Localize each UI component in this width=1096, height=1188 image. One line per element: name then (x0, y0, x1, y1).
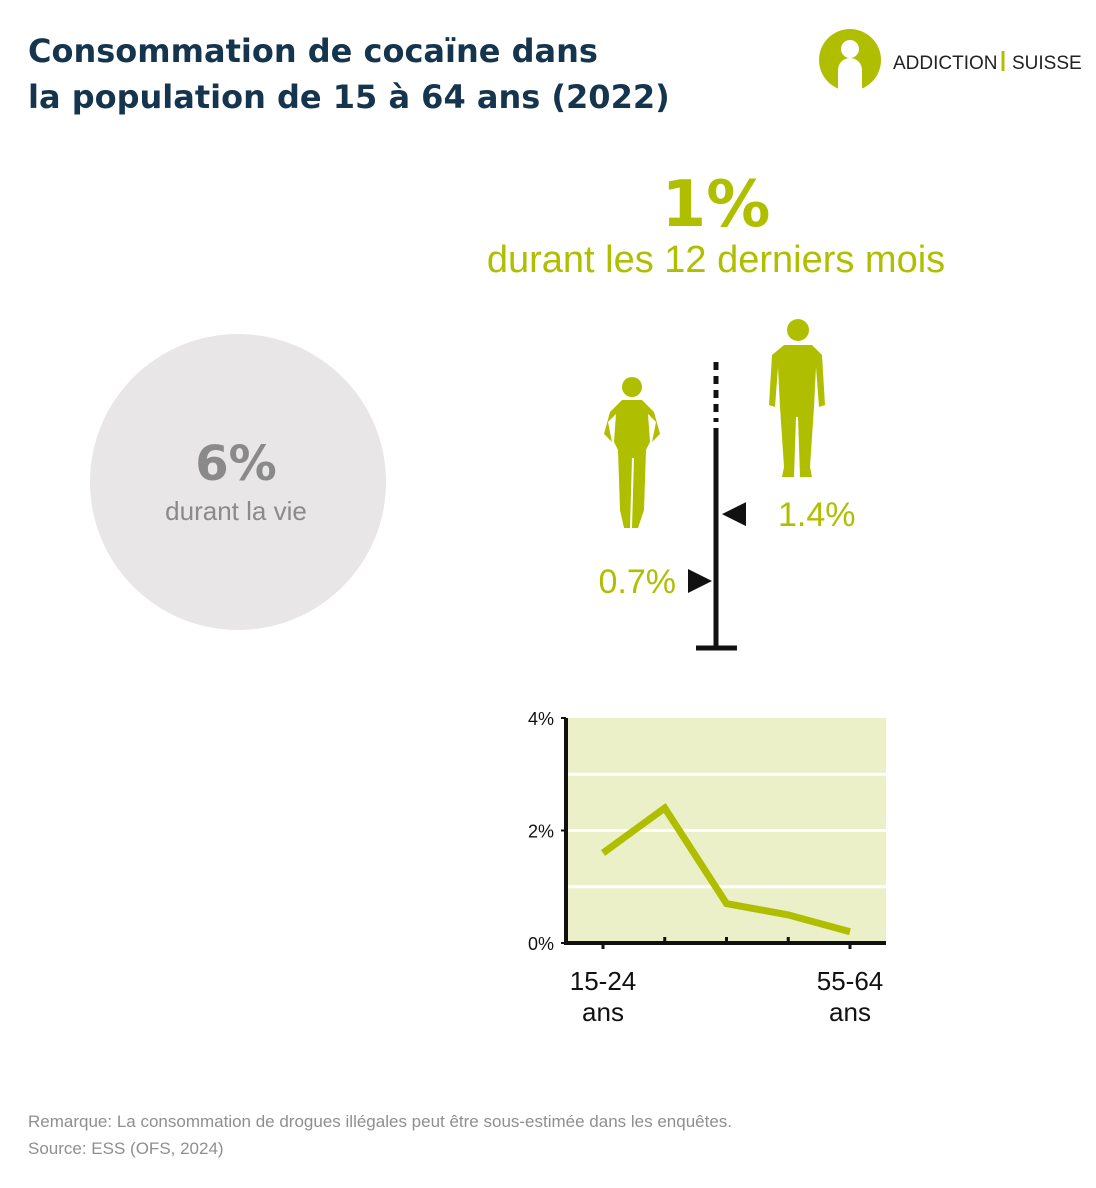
logo: ADDICTION SUISSE (819, 29, 1082, 92)
woman-icon (604, 377, 660, 528)
stat-label: durant la vie (165, 496, 307, 526)
logo-text: SUISSE (1012, 53, 1082, 74)
value-label: 1.4% (778, 496, 856, 534)
lifetime-circle (90, 334, 386, 630)
line (600, 802, 851, 936)
stat-label: durant les 12 derniers mois (487, 239, 945, 281)
marker (722, 502, 746, 527)
x-tick-label: 15-24 ans (569, 966, 637, 1027)
marker (688, 569, 712, 594)
stat-value: 6% (195, 436, 277, 492)
logo-head (841, 40, 859, 58)
logo-body (838, 58, 862, 92)
x-tick-label: 55-64 ans (816, 966, 884, 1027)
y-tick-label: 4% (528, 709, 554, 729)
logo-text: ADDICTION (893, 53, 998, 74)
note: Remarque: La consommation de drogues ill… (28, 1112, 733, 1131)
title-line: la population de 15 à 64 ans (2022) (28, 78, 670, 116)
title-line: Consommation de cocaïne dans (28, 32, 598, 70)
source: Source: ESS (OFS, 2024) (28, 1139, 224, 1158)
stat-value: 1% (662, 168, 771, 242)
y-tick-label: 0% (528, 934, 554, 954)
footer: Remarque: La consommation de drogues ill… (28, 1108, 732, 1162)
man-icon (769, 319, 825, 477)
y-tick-label: 2% (528, 822, 554, 842)
value-label: 0.7% (599, 563, 677, 601)
